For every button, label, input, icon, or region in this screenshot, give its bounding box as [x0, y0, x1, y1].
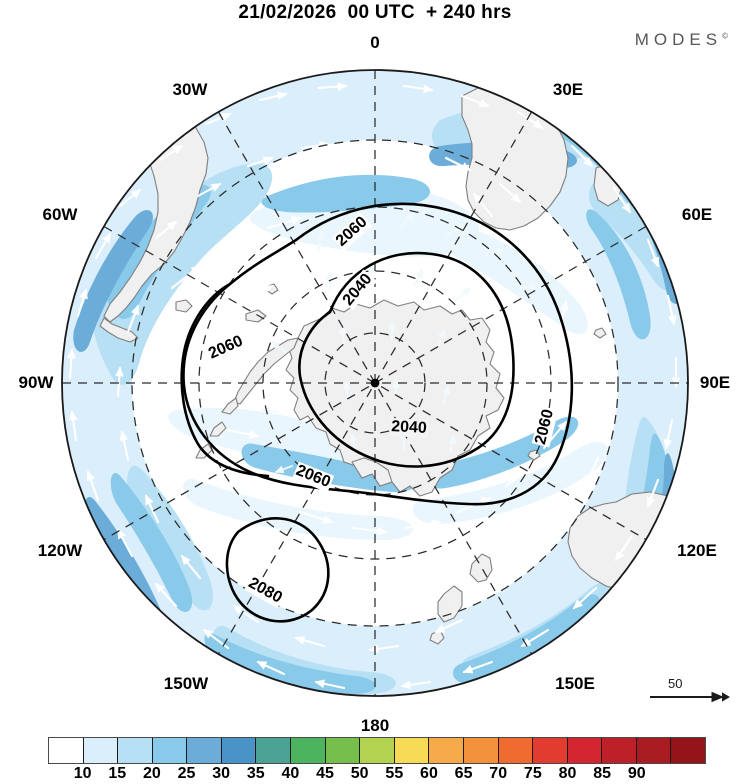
colorbar-tick-label: 35 — [246, 765, 265, 782]
colorbar-tick-label: 85 — [593, 765, 611, 782]
colorbar-cell — [325, 738, 361, 763]
lon-label-120e: 120E — [677, 541, 717, 560]
colorbar-cell — [498, 738, 534, 763]
contour-label: 2040 — [389, 418, 429, 438]
colorbar-cell — [152, 738, 188, 763]
colorbar-cell — [533, 738, 568, 763]
colorbar-cell — [394, 738, 430, 763]
lon-label-30w: 30W — [172, 80, 208, 99]
modes-logo: MODES© — [635, 30, 728, 50]
colorbar-ticks: 10 15 20 25 30 35 40 45 50 55 60 65 70 75 80 85 90 — [48, 764, 706, 784]
land-ross-ice-shelf — [351, 457, 393, 487]
lon-label-150e: 150E — [555, 674, 595, 693]
map-outline — [61, 69, 689, 697]
contour-2080 — [225, 517, 330, 623]
colorbar-scale[interactable] — [48, 737, 706, 764]
lon-label-30e: 30E — [552, 80, 584, 99]
wind-arrows-midring — [115, 140, 616, 654]
lon-label-120w: 120W — [37, 541, 83, 560]
lon-label-150w: 150W — [163, 674, 209, 693]
lon-label-90w: 90W — [18, 373, 54, 392]
land-south-georgia — [245, 309, 267, 323]
lon-label-60e: 60E — [681, 205, 713, 224]
contour-2060 — [182, 202, 574, 506]
colorbar-cell — [602, 738, 637, 763]
colorbar-tick-label: 25 — [177, 765, 196, 782]
page-title: 21/02/2026 00 UTC + 240 hrs — [238, 2, 512, 23]
colorbar-cell — [567, 738, 603, 763]
land-falklands — [175, 299, 193, 313]
colorbar-tick-label: 10 — [73, 765, 92, 782]
lon-label-90e: 90E — [699, 373, 731, 392]
colorbar-cell — [636, 738, 672, 763]
land-new-zealand-south — [437, 585, 463, 623]
land-south-america — [103, 99, 209, 323]
vector-scale-label: 50 — [668, 676, 683, 691]
wind-vector-layer — [67, 82, 681, 690]
contour-2060-lobe — [180, 282, 270, 478]
contour-layer — [180, 202, 574, 623]
colorbar-cell — [463, 738, 499, 763]
colorbar-tick-label: 30 — [212, 765, 231, 782]
vector-scale-arrow — [650, 691, 730, 703]
modes-wordmark: MODES — [634, 30, 723, 49]
map-svg — [61, 69, 689, 697]
colorbar-cell — [49, 738, 84, 763]
latitude-circle-80 — [324, 332, 426, 434]
colorbar-tick-label: 15 — [108, 765, 127, 782]
lon-label-0: 0 — [370, 33, 380, 52]
colorbar-tick-label: 40 — [281, 765, 300, 782]
colorbar-cell — [221, 738, 257, 763]
colorbar-tick-label: 55 — [385, 765, 404, 782]
colorbar-cell — [671, 738, 705, 763]
colorbar-tick-label: 90 — [627, 765, 646, 782]
colorbar-tick-label: 70 — [489, 765, 508, 782]
lon-label-60w: 60W — [42, 205, 78, 224]
colorbar-cell — [187, 738, 222, 763]
colorbar-tick-label: 65 — [454, 765, 473, 782]
land-antarctica — [285, 299, 505, 497]
colorbar-cell — [256, 738, 292, 763]
polar-map[interactable]: 2060 2040 2060 2040 2060 2060 2080 0 30E… — [0, 0, 750, 735]
wind-arrows-outer — [67, 82, 681, 690]
colorbar-tick-label: 45 — [316, 765, 334, 782]
land-tasmania — [605, 603, 629, 625]
colorbar-tick-label: 60 — [420, 765, 438, 782]
contour-2040 — [298, 251, 515, 468]
colorbar-cell — [360, 738, 395, 763]
land-tierra-del-fuego — [99, 317, 139, 343]
land-kerguelen — [593, 327, 607, 339]
colorbar-tick-label: 20 — [142, 765, 161, 782]
south-pole-dot — [370, 378, 380, 388]
colorbar-cell — [429, 738, 464, 763]
colorbar-cell — [291, 738, 326, 763]
colorbar-cell — [118, 738, 153, 763]
colorbar-tick-label: 80 — [558, 765, 577, 782]
colorbar-tick-label: 50 — [350, 765, 369, 782]
colorbar-tick-label: 75 — [523, 765, 542, 782]
copyright-mark: © — [722, 31, 728, 41]
colorbar[interactable]: 10 15 20 25 30 35 40 45 50 55 60 65 70 75 80 85 90 — [48, 737, 706, 782]
colorbar-cell — [83, 738, 119, 763]
lon-label-180: 180 — [360, 716, 390, 735]
